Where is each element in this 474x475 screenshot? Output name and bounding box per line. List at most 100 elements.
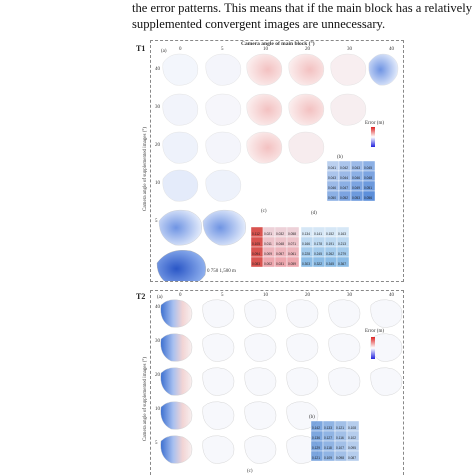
table-cell-value: 0.051 — [364, 186, 372, 190]
f1-subplot-a: (a) — [161, 49, 167, 54]
f2-map — [244, 401, 277, 430]
table-cell-value: 0.345 — [326, 262, 334, 266]
f1-col-label: 5 — [221, 47, 224, 52]
table-cell-value: 0.048 — [276, 242, 284, 246]
f1-row-label: 5 — [155, 219, 158, 224]
table-cell-value: 0.262 — [326, 252, 334, 256]
table-cell-value: 0.059 — [288, 262, 296, 266]
f1-header: Camera angle of main block (°) — [241, 41, 315, 47]
f2-map — [244, 333, 277, 362]
table-cell-value: 0.058 — [288, 232, 296, 236]
table-cell-value: 0.129 — [312, 446, 320, 450]
f1-row-0 — [156, 250, 206, 281]
table-cell-value: 0.166 — [302, 242, 310, 246]
table-cell-value: 0.136 — [312, 436, 320, 440]
f1-subplot-c: (c) — [261, 209, 267, 214]
table-cell-value: 0.044 — [340, 176, 348, 180]
table-cell-value: 0.142 — [312, 426, 320, 430]
table-cell-value: 0.057 — [276, 252, 284, 256]
f2-map — [328, 299, 361, 328]
table-cell-value: 0.083 — [252, 262, 260, 266]
table-cell-value: 0.047 — [340, 186, 348, 190]
table-cell-value: 0.102 — [348, 436, 356, 440]
table-cell-value: 0.011 — [264, 242, 272, 246]
table-cell-value: 0.109 — [324, 456, 332, 460]
table-cell-value: 0.094 — [252, 252, 260, 256]
table-cell-value: 0.141 — [314, 232, 322, 236]
table-cell-value: 0.046 — [352, 176, 360, 180]
table-cell-value: 0.303 — [302, 262, 310, 266]
f2-map — [202, 367, 235, 396]
f2-map — [160, 367, 193, 396]
table-cell-value: 0.046 — [328, 186, 336, 190]
f2-row-label: 20 — [155, 373, 160, 378]
table-cell-value: 0.228 — [302, 252, 310, 256]
table-cell-value: 0.043 — [328, 176, 336, 180]
f1-col-label: 0 — [179, 47, 182, 52]
f1-colorbar-title: Error (m) — [365, 121, 385, 126]
f1-row-label: 40 — [155, 67, 160, 72]
f2-col-label: 40 — [389, 293, 394, 298]
f2-col-label: 10 — [263, 293, 268, 298]
f1-col-label: 40 — [389, 47, 394, 52]
f1-table-b: 0.041 0.042 0.043 0.045 0.043 0.044 0.046 0.048… — [326, 160, 376, 202]
f2-map — [202, 435, 235, 464]
f1-row-label: 10 — [155, 181, 160, 186]
f2-map — [160, 333, 193, 362]
table-cell-value: 0.121 — [312, 456, 320, 460]
table-cell-value: 0.152 — [326, 232, 334, 236]
table-cell-value: 0.048 — [364, 176, 372, 180]
figure2-label: T2 — [136, 292, 146, 301]
table-cell-value: 0.050 — [328, 196, 336, 200]
figure1-panel: 0.041 0.042 0.043 0.045 0.043 0.044 0.046 0.048… — [143, 40, 404, 282]
table-cell-value: 0.049 — [352, 186, 360, 190]
f2-subplot-c: (c) — [247, 469, 253, 474]
f2-map — [160, 435, 193, 464]
table-cell — [346, 450, 360, 462]
f2-colorbar-title: Error (m) — [365, 329, 385, 334]
f1-row-label: 20 — [155, 143, 160, 148]
table-cell-value: 0.032 — [276, 232, 284, 236]
table-cell-value: 0.031 — [276, 262, 284, 266]
table-cell — [286, 256, 300, 268]
f1-table-d: 0.134 0.141 0.152 0.163 0.166 0.178 0.191 0.213… — [300, 226, 350, 268]
f2-colorbar — [371, 337, 375, 359]
table-cell-value: 0.056 — [364, 196, 372, 200]
f1-row-10 — [162, 169, 242, 202]
table-cell-value: 0.134 — [302, 232, 310, 236]
f2-col-label: 20 — [305, 293, 310, 298]
f2-map — [286, 299, 319, 328]
f2-col-label: 5 — [221, 293, 224, 298]
f2-col-label: 0 — [179, 293, 182, 298]
table-cell-value: 0.121 — [336, 426, 344, 430]
f1-col-label: 30 — [347, 47, 352, 52]
table-cell-value: 0.107 — [336, 446, 344, 450]
f2-map — [370, 299, 403, 328]
f1-table-c: 0.112 0.021 0.032 0.058 0.105 0.011 0.048 0.071… — [250, 226, 300, 268]
f1-subplot-b: (b) — [337, 155, 343, 160]
paragraph-line-1: the error patterns. This means that if t… — [132, 1, 472, 15]
f1-scale: 0 750 1,500 m — [207, 269, 236, 274]
f2-ylabel: Camera angle of supplemented images (°) — [143, 356, 148, 441]
f2-map — [160, 401, 193, 430]
f1-row-40 — [162, 53, 399, 86]
f2-subplot-a: (a) — [157, 295, 163, 300]
table-cell-value: 0.021 — [264, 232, 272, 236]
table-cell-value: 0.043 — [352, 166, 360, 170]
table-cell-value: 0.322 — [314, 262, 322, 266]
f2-map — [286, 333, 319, 362]
f1-row-5 — [158, 209, 246, 246]
paragraph: the error patterns. This means that if t… — [132, 0, 472, 32]
f2-table-b: 0.142 0.133 0.121 0.108 0.136 0.127 0.116 0.102… — [310, 420, 360, 462]
f2-map — [328, 367, 361, 396]
table-cell-value: 0.071 — [288, 242, 296, 246]
f1-col-label: 10 — [263, 47, 268, 52]
f1-row-30 — [162, 93, 367, 126]
table-cell — [336, 256, 350, 268]
f2-maps — [160, 299, 403, 464]
f1-subplot-d: (d) — [311, 211, 317, 216]
table-cell-value: 0.163 — [338, 232, 346, 236]
table-cell-value: 0.118 — [324, 446, 332, 450]
table-cell-value: 0.213 — [338, 242, 346, 246]
f2-map — [244, 435, 277, 464]
